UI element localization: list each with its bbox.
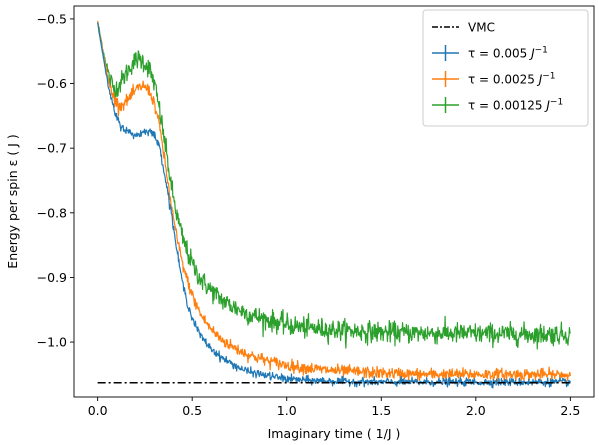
y-tick-label: −0.9: [37, 270, 67, 285]
x-tick-label: 0.0: [88, 403, 108, 418]
y-axis: −0.5 −0.6 −0.7 −0.8 −0.9 −1.0: [37, 11, 74, 350]
x-tick-label: 0.5: [182, 403, 202, 418]
legend-label-0: τ = 0.005 J−1: [468, 46, 548, 61]
x-axis: 0.0 0.5 1.0 1.5 2.0 2.5: [88, 397, 580, 418]
y-tick-label: −0.5: [37, 11, 67, 26]
y-tick-label: −0.8: [37, 205, 67, 220]
x-tick-label: 1.0: [277, 403, 297, 418]
y-tick-label: −0.6: [37, 76, 67, 91]
series-line-2: [97, 22, 571, 350]
y-tick-label: −1.0: [37, 335, 67, 350]
x-tick-label: 2.5: [560, 403, 580, 418]
y-tick-label: −0.7: [37, 141, 67, 156]
y-axis-label: Energy per spin ε ( J ): [5, 134, 20, 268]
legend-label-1: τ = 0.0025 J−1: [468, 72, 556, 87]
series-line-0: [97, 22, 571, 389]
x-tick-label: 2.0: [466, 403, 486, 418]
series-line-1: [97, 20, 571, 385]
legend-box: [422, 9, 589, 127]
legend: VMC τ = 0.005 J−1 τ = 0.0025 J−1 τ = 0.0012…: [422, 9, 589, 127]
legend-label-vmc: VMC: [468, 21, 495, 35]
legend-label-2: τ = 0.00125 J−1: [468, 98, 563, 113]
x-tick-label: 1.5: [371, 403, 391, 418]
plot-lines: [97, 20, 571, 389]
x-axis-label: Imaginary time ( 1/J ): [268, 426, 401, 441]
plot-frame: [73, 5, 595, 398]
